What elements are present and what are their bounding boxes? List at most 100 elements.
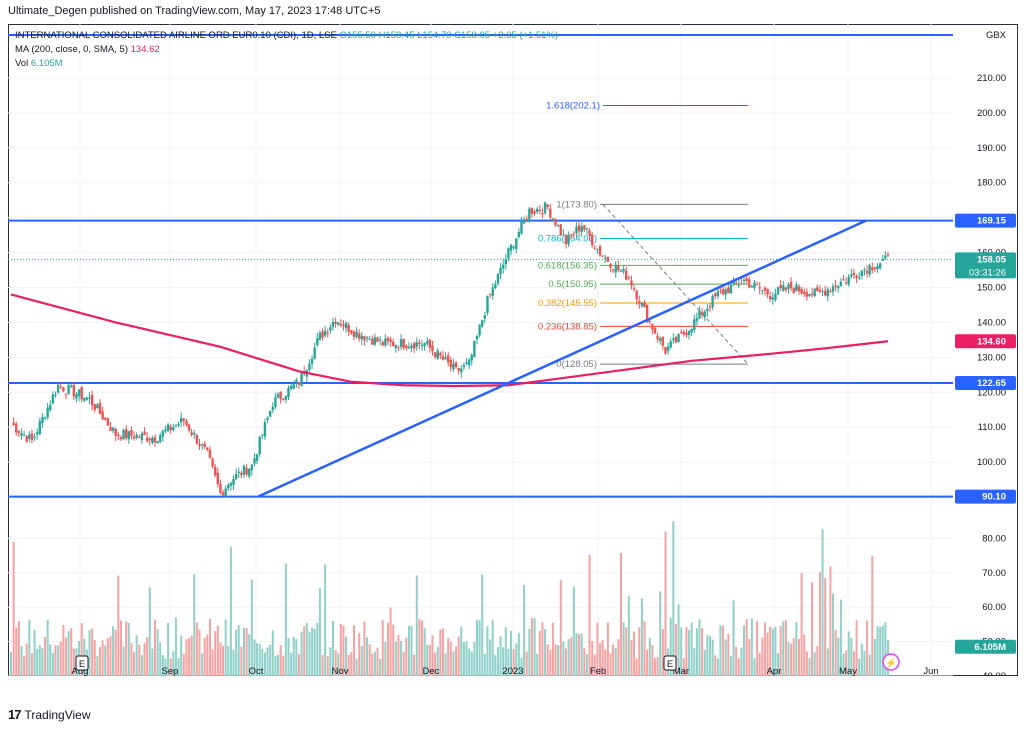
candle-body xyxy=(46,407,49,418)
volume-bar xyxy=(180,635,183,676)
candle-body xyxy=(803,291,806,294)
candle-body xyxy=(232,478,235,485)
volume-bar xyxy=(392,624,395,676)
lightning-icon xyxy=(882,653,900,671)
volume-bar xyxy=(28,619,31,676)
volume-bar xyxy=(656,656,659,676)
candle-body xyxy=(842,279,845,281)
volume-bar xyxy=(423,627,426,676)
volume-bar xyxy=(308,631,311,676)
last-price-tag-text: 158.05 xyxy=(977,254,1007,265)
candle-body xyxy=(847,276,850,285)
volume-bar xyxy=(551,622,554,676)
volume-bar xyxy=(140,655,143,676)
candle-body xyxy=(284,396,288,400)
volume-bar xyxy=(625,627,628,676)
volume-bar xyxy=(329,647,332,676)
ma-200-line xyxy=(10,293,889,388)
volume-bar xyxy=(182,653,185,676)
volume-bar xyxy=(277,654,280,676)
candle-body xyxy=(852,272,856,276)
candle-body xyxy=(876,265,879,270)
candle-body xyxy=(745,278,748,282)
volume-bar xyxy=(839,599,842,676)
candle-body xyxy=(834,285,837,287)
volume-bar xyxy=(462,642,465,676)
candle-body xyxy=(494,284,497,289)
candle-body xyxy=(486,296,489,314)
volume-bar xyxy=(20,646,23,676)
candle-body xyxy=(865,270,869,274)
time-tick: Aug xyxy=(72,666,89,676)
volume-bar xyxy=(517,633,520,676)
volume-bar xyxy=(80,623,83,676)
volume-bar xyxy=(219,642,222,676)
volume-bar xyxy=(651,644,654,676)
volume-bar xyxy=(832,593,835,676)
candlestick-chart[interactable]: 1.618(202.1) 1(173.80) 0.786(164.03) 0.618(… xyxy=(8,24,1018,676)
volume-bar xyxy=(646,649,649,676)
candle-body xyxy=(208,449,212,459)
candle-body xyxy=(512,247,515,249)
candle-body xyxy=(365,337,369,339)
candle-body xyxy=(368,339,371,341)
volume-tick: 80.00 xyxy=(982,533,1006,544)
candle-body xyxy=(268,410,272,417)
candle-body xyxy=(538,209,542,211)
candle-body xyxy=(541,212,544,214)
candle-body xyxy=(431,345,434,352)
volume-bar xyxy=(680,627,683,676)
candle-body xyxy=(771,297,775,300)
volume-bar xyxy=(507,648,510,676)
candle-body xyxy=(596,248,599,250)
volume-bar xyxy=(475,619,478,676)
level-tag-bg xyxy=(955,376,1016,390)
volume-bar xyxy=(774,626,777,676)
candle-body xyxy=(237,471,240,473)
volume-bar xyxy=(580,633,583,676)
volume-bar xyxy=(578,634,581,676)
candle-body xyxy=(724,289,727,295)
candle-body xyxy=(520,220,523,234)
candle-body xyxy=(792,287,795,293)
volume-bar xyxy=(714,655,717,676)
volume-bar xyxy=(496,646,499,676)
volume-bar xyxy=(188,638,191,676)
candle-body xyxy=(659,338,662,341)
volume-bar xyxy=(99,647,102,676)
volume-bar xyxy=(389,607,392,676)
volume-bar xyxy=(271,630,274,676)
candle-body xyxy=(316,338,319,346)
candle-body xyxy=(614,264,617,273)
volume-bar xyxy=(860,643,863,676)
candle-body xyxy=(35,432,39,435)
candle-body xyxy=(213,467,217,476)
volume-bar xyxy=(371,653,374,676)
candle-body xyxy=(323,330,327,336)
candle-body xyxy=(604,257,607,259)
branding-text: TradingView xyxy=(24,707,91,722)
volume-bar xyxy=(604,649,607,676)
candle-body xyxy=(38,421,41,435)
candle-body xyxy=(49,404,52,411)
candle-body xyxy=(871,267,874,271)
candle-body xyxy=(54,394,57,396)
time-tick: Oct xyxy=(249,666,264,676)
candle-body xyxy=(831,286,835,292)
volume-bar xyxy=(677,604,680,676)
candle-body xyxy=(821,291,824,293)
candle-body xyxy=(344,322,348,329)
candle-body xyxy=(763,287,767,291)
candle-body xyxy=(795,284,798,292)
volume-bar xyxy=(436,646,439,676)
volume-bar xyxy=(502,647,505,676)
candle-body xyxy=(580,226,583,233)
candle-body xyxy=(357,333,361,339)
candle-body xyxy=(263,422,267,437)
candle-body xyxy=(525,218,528,220)
symbol-legend: INTERNATIONAL CONSOLIDATED AIRLINE ORD E… xyxy=(15,30,558,41)
candle-body xyxy=(719,290,722,292)
candle-body xyxy=(219,483,222,493)
volume-bar xyxy=(366,637,369,676)
candle-body xyxy=(543,202,547,214)
